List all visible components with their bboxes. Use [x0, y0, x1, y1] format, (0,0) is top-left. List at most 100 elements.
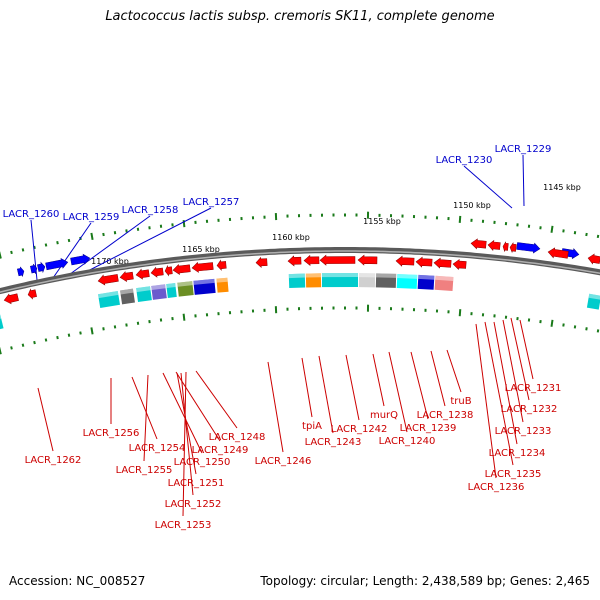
inner-tick: [228, 311, 232, 315]
leader-line: [388, 351, 408, 433]
gene-label: murQ: [370, 410, 398, 421]
outer-tick: [470, 218, 473, 222]
outer-tick: [240, 217, 243, 221]
reverse-gene-arrow: [487, 239, 501, 252]
outer-tick: [458, 215, 462, 223]
inner-tick: [309, 306, 312, 310]
ruler-label: 1155 kbp: [363, 217, 401, 226]
gene-label: LACR_1259: [63, 212, 120, 223]
reverse-gene-arrow: [303, 254, 320, 266]
leader-line: [267, 361, 284, 453]
inner-tick: [205, 313, 209, 317]
cog-category-block: [120, 288, 135, 305]
gene-label: tpiA: [302, 421, 322, 432]
gene-label: LACR_1256: [83, 428, 140, 439]
inner-tick: [332, 306, 335, 310]
inner-tick: [217, 312, 220, 316]
gene-label: LACR_1257: [183, 197, 240, 208]
outer-tick: [355, 213, 358, 217]
genome-summary-text: Topology: circular; Length: 2,438,589 bp…: [260, 574, 590, 588]
inner-tick: [240, 310, 243, 314]
inner-tick: [481, 313, 485, 317]
reverse-gene-arrow: [135, 268, 150, 280]
cog-block-shine: [376, 273, 397, 278]
leader-line: [410, 351, 429, 420]
inner-tick: [435, 309, 439, 313]
backbone-highlight: [0, 250, 600, 293]
gene-label: LACR_1250: [174, 457, 231, 468]
outer-tick: [10, 250, 13, 255]
inner-tick: [44, 338, 48, 342]
leader-line: [175, 371, 221, 442]
outer-tick: [251, 216, 255, 220]
leader-line: [143, 374, 149, 462]
ruler-labels: 1145 kbp 1150 kbp 1155 kbp 1160 kbp 1165 kbp…: [91, 183, 581, 266]
outer-tick: [562, 229, 565, 233]
reverse-gene-arrow: [119, 271, 134, 283]
outer-tick: [424, 215, 427, 219]
outer-tick: [389, 214, 393, 218]
cog-block-shine: [98, 290, 119, 299]
inner-tick: [573, 325, 577, 329]
outer-tick: [550, 225, 554, 233]
reverse-gene-arrow: [395, 255, 415, 267]
outer-tick: [527, 224, 531, 228]
outer-tick: [56, 241, 59, 245]
reverse-gene-arrow: [415, 256, 433, 268]
cog-category-block: [166, 283, 177, 298]
cog-category-block: [375, 273, 397, 288]
inner-tick: [10, 346, 13, 350]
cog-category-block: [358, 273, 376, 288]
gene-label: LACR_1234: [489, 448, 546, 459]
inner-tick: [504, 315, 508, 319]
gene-label: LACR_1246: [255, 456, 312, 467]
outer-tick: [539, 226, 542, 230]
cog-block-shine: [359, 273, 376, 278]
forward-gene-arrow: [516, 242, 541, 254]
map-title: Lactococcus lactis subsp. cremoris SK11,…: [105, 9, 495, 24]
cog-block-shine: [305, 273, 321, 278]
leader-line: [162, 372, 203, 454]
cog-category-block: [321, 273, 359, 288]
inner-tick: [125, 323, 128, 327]
inner-tick: [378, 306, 381, 310]
ruler-label: 1150 kbp: [453, 201, 491, 210]
outer-tick: [332, 213, 335, 217]
inner-tick: [21, 343, 25, 347]
cog-category-block: [288, 273, 306, 289]
inner-tick: [33, 340, 36, 345]
leader-line: [502, 319, 524, 423]
outer-tick: [263, 215, 266, 219]
leader-line: [430, 350, 446, 407]
outer-tick: [481, 219, 485, 223]
inner-tick: [274, 306, 278, 314]
inner-tick: [297, 307, 301, 311]
cog-category-block: [151, 284, 167, 300]
reverse-gene-arrow: [452, 258, 467, 270]
gene-label: LACR_1255: [116, 465, 173, 476]
outer-tick: [504, 221, 508, 226]
outer-tick: [585, 232, 588, 237]
reverse-gene-arrow: [150, 266, 164, 278]
outer-tick: [44, 243, 48, 247]
outer-tick: [21, 248, 25, 252]
cog-category-block: [216, 277, 229, 293]
gene-label: LACR_1230: [436, 155, 493, 166]
leader-line: [318, 355, 334, 434]
outer-tick: [274, 213, 278, 221]
gene-label: LACR_1238: [417, 410, 474, 421]
outer-tick: [148, 226, 151, 230]
cog-block-shine: [216, 277, 228, 283]
inner-tick: [194, 314, 197, 318]
inner-tick: [412, 308, 416, 312]
cog-block-shine: [136, 286, 151, 293]
cog-category-block: [136, 286, 152, 302]
inner-tick: [286, 307, 289, 311]
inner-tick: [344, 306, 346, 310]
leader-line: [484, 321, 514, 466]
gene-label: LACR_1252: [165, 499, 222, 510]
forward-gene-arrow: [30, 263, 38, 274]
reverse-gene-arrow: [27, 288, 37, 300]
cog-category-block: [193, 278, 216, 295]
gene-label: LACR_1236: [468, 482, 525, 493]
